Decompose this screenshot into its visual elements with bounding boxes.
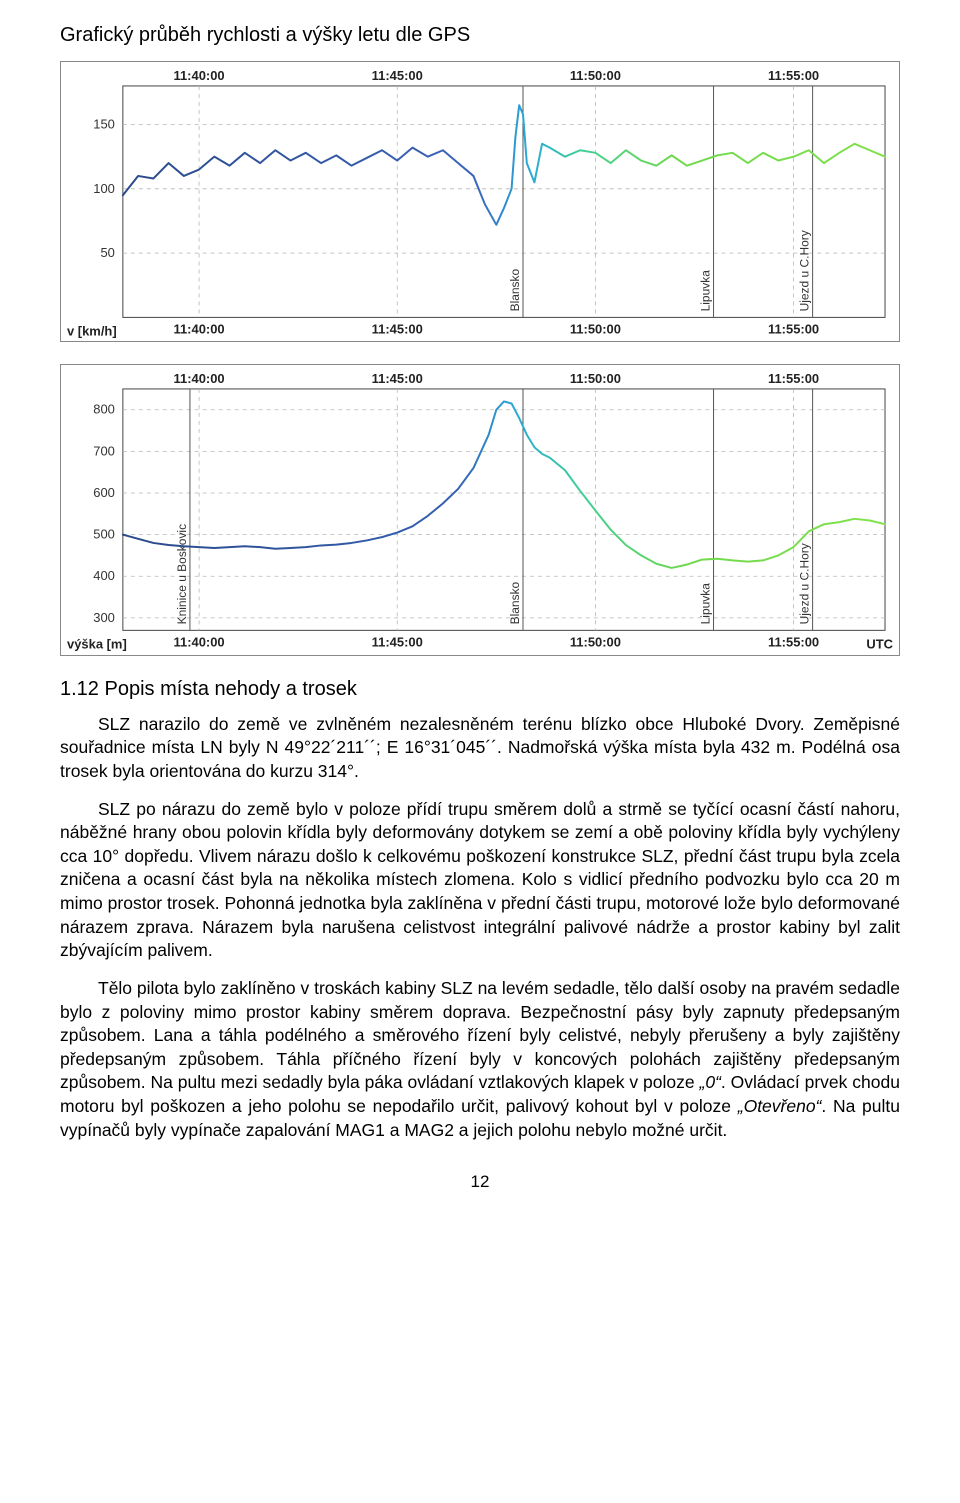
svg-text:400: 400 xyxy=(93,569,115,584)
paragraph-2: Tělo pilota bylo zaklíněno v troskách ka… xyxy=(60,977,900,1142)
paragraph-1: SLZ narazilo do země ve zvlněném nezales… xyxy=(60,713,900,784)
svg-text:300: 300 xyxy=(93,610,115,625)
svg-text:Lipuvka: Lipuvka xyxy=(699,270,713,312)
svg-text:Kninice u Boskovic: Kninice u Boskovic xyxy=(175,524,189,624)
svg-text:11:45:00: 11:45:00 xyxy=(372,321,423,336)
svg-text:11:40:00: 11:40:00 xyxy=(174,68,225,83)
svg-text:500: 500 xyxy=(93,527,115,542)
doc-title: Grafický průběh rychlosti a výšky letu d… xyxy=(60,24,900,47)
svg-text:11:50:00: 11:50:00 xyxy=(570,68,621,83)
svg-text:11:55:00: 11:55:00 xyxy=(768,635,819,650)
svg-text:v [km/h]: v [km/h] xyxy=(67,323,117,338)
svg-text:100: 100 xyxy=(93,181,115,196)
p2-open: „Otevřeno“ xyxy=(738,1096,822,1116)
section-title: 1.12 Popis místa nehody a trosek xyxy=(60,678,900,701)
p1a: SLZ narazilo do země ve zvlněném nezales… xyxy=(60,714,900,781)
svg-text:výška [m]: výška [m] xyxy=(67,637,127,652)
svg-text:11:55:00: 11:55:00 xyxy=(768,68,819,83)
svg-text:11:50:00: 11:50:00 xyxy=(570,635,621,650)
svg-text:11:55:00: 11:55:00 xyxy=(768,321,819,336)
svg-text:11:45:00: 11:45:00 xyxy=(372,635,423,650)
svg-text:150: 150 xyxy=(93,117,115,132)
svg-text:700: 700 xyxy=(93,444,115,459)
page-number: 12 xyxy=(60,1172,900,1192)
svg-text:11:55:00: 11:55:00 xyxy=(768,371,819,386)
svg-text:UTC: UTC xyxy=(866,637,893,652)
svg-text:11:45:00: 11:45:00 xyxy=(372,371,423,386)
svg-text:Lipuvka: Lipuvka xyxy=(699,583,713,625)
p2-zero: „0“ xyxy=(700,1072,721,1092)
speed-chart: 50 100 150 11:40:00 11:40:00 11:45:00 11:45:00… xyxy=(60,61,900,342)
svg-text:11:50:00: 11:50:00 xyxy=(570,321,621,336)
svg-text:11:40:00: 11:40:00 xyxy=(174,635,225,650)
svg-text:11:40:00: 11:40:00 xyxy=(174,371,225,386)
svg-text:11:50:00: 11:50:00 xyxy=(570,371,621,386)
svg-text:Blansko: Blansko xyxy=(508,582,522,625)
svg-text:Blansko: Blansko xyxy=(508,268,522,311)
svg-text:Ujezd u C.Hory: Ujezd u C.Hory xyxy=(798,230,812,311)
paragraph-1b: SLZ po nárazu do země bylo v poloze příd… xyxy=(60,798,900,963)
altitude-chart: 300 400 500 600 700 800 11:40:00 11:40:00 11:45:… xyxy=(60,364,900,655)
svg-text:Ujezd u C.Hory: Ujezd u C.Hory xyxy=(798,544,812,625)
svg-text:11:40:00: 11:40:00 xyxy=(174,321,225,336)
svg-text:600: 600 xyxy=(93,485,115,500)
svg-text:800: 800 xyxy=(93,402,115,417)
p1b: SLZ po nárazu do země bylo v poloze příd… xyxy=(60,799,900,961)
svg-text:11:45:00: 11:45:00 xyxy=(372,68,423,83)
svg-text:50: 50 xyxy=(100,245,114,260)
